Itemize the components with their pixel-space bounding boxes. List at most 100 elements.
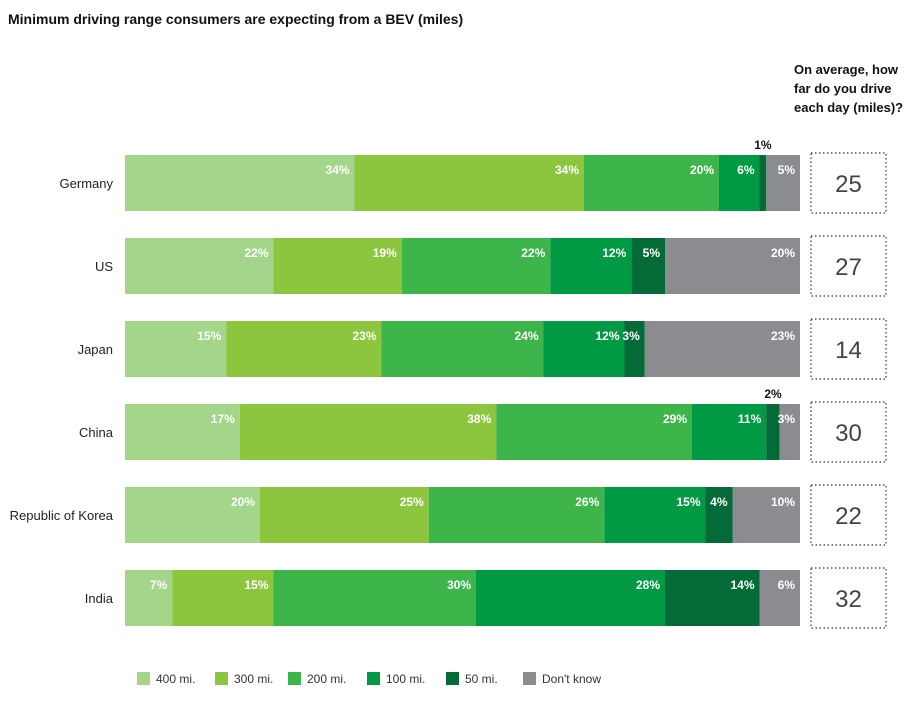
data-label-india-300-mi: 15% <box>244 578 268 592</box>
average-boxes-group: 25 27 14 30 22 32 <box>810 152 887 629</box>
data-label-japan-50-mi: 3% <box>622 329 640 343</box>
bar-germany-300-mi <box>354 155 584 211</box>
average-value-japan: 14 <box>835 337 862 364</box>
bar-republic-of-korea-400-mi <box>125 487 260 543</box>
bar-germany-100-mi <box>719 155 760 211</box>
average-box-india <box>810 567 887 629</box>
average-box-us <box>810 235 887 297</box>
legend-label-50-mi: 50 mi. <box>465 672 498 686</box>
average-box-china <box>810 401 887 463</box>
bar-us-don-t-know <box>665 238 800 294</box>
average-value-republic-of-korea: 22 <box>835 503 862 530</box>
bar-us-400-mi <box>125 238 274 294</box>
bar-india-100-mi <box>476 570 665 626</box>
side-question-line-3: each day (miles)? <box>794 100 903 115</box>
bar-japan-don-t-know <box>644 321 800 377</box>
data-label-us-300-mi: 19% <box>373 246 397 260</box>
data-label-us-400-mi: 22% <box>244 246 268 260</box>
data-label-japan-300-mi: 23% <box>352 329 376 343</box>
data-label-us-don-t-know: 20% <box>771 246 795 260</box>
legend-label-300-mi: 300 mi. <box>234 672 273 686</box>
bar-china-50-mi <box>766 404 780 460</box>
data-label-japan-200-mi: 24% <box>514 329 538 343</box>
data-label-china-300-mi: 38% <box>467 412 491 426</box>
average-value-china: 30 <box>835 420 862 447</box>
data-label-germany-100-mi: 6% <box>737 163 755 177</box>
data-label-china-400-mi: 17% <box>211 412 235 426</box>
data-label-india-400-mi: 7% <box>150 578 168 592</box>
data-label-germany-50-mi: 1% <box>754 138 772 152</box>
chart-title: Minimum driving range consumers are expe… <box>8 11 463 27</box>
data-label-germany-400-mi: 34% <box>325 163 349 177</box>
data-label-us-100-mi: 12% <box>602 246 626 260</box>
category-label-india: India <box>85 591 114 606</box>
average-value-us: 27 <box>835 254 862 281</box>
bar-india-50-mi <box>665 570 760 626</box>
bar-india-400-mi <box>125 570 173 626</box>
bar-china-300-mi <box>239 404 497 460</box>
bar-germany-50-mi <box>759 155 767 211</box>
bar-germany-200-mi <box>584 155 719 211</box>
bar-japan-300-mi <box>226 321 382 377</box>
bar-us-100-mi <box>550 238 632 294</box>
bar-china-don-t-know <box>779 404 800 460</box>
category-label-germany: Germany <box>60 176 114 191</box>
data-label-us-50-mi: 5% <box>643 246 661 260</box>
legend-swatch-400-mi <box>137 672 150 685</box>
data-label-republic-of-korea-200-mi: 26% <box>575 495 599 509</box>
data-label-china-200-mi: 29% <box>663 412 687 426</box>
side-question: On average, how far do you drive each da… <box>794 62 903 115</box>
bar-republic-of-korea-don-t-know <box>732 487 800 543</box>
average-box-germany <box>810 152 887 214</box>
data-label-india-50-mi: 14% <box>730 578 754 592</box>
bar-india-300-mi <box>172 570 274 626</box>
bars-group: Germany 34% 34% 20% 6% 1% 5% US 22% 19% 22% 12% 5% 20… <box>10 138 800 626</box>
data-label-republic-of-korea-400-mi: 20% <box>231 495 255 509</box>
data-label-republic-of-korea-50-mi: 4% <box>710 495 728 509</box>
data-label-republic-of-korea-100-mi: 15% <box>676 495 700 509</box>
legend-swatch-300-mi <box>215 672 228 685</box>
bar-japan-100-mi <box>543 321 625 377</box>
bar-india-don-t-know <box>759 570 800 626</box>
bar-republic-of-korea-100-mi <box>604 487 706 543</box>
average-value-germany: 25 <box>835 171 862 198</box>
legend-label-200-mi: 200 mi. <box>307 672 346 686</box>
side-question-line-2: far do you drive <box>794 81 892 96</box>
bar-china-400-mi <box>125 404 240 460</box>
bar-india-200-mi <box>273 570 476 626</box>
bar-germany-don-t-know <box>766 155 800 211</box>
category-label-republic-of-korea: Republic of Korea <box>10 508 114 523</box>
data-label-republic-of-korea-don-t-know: 10% <box>771 495 795 509</box>
data-label-india-don-t-know: 6% <box>778 578 796 592</box>
category-label-us: US <box>95 259 113 274</box>
data-label-germany-don-t-know: 5% <box>778 163 796 177</box>
legend-swatch-100-mi <box>367 672 380 685</box>
average-value-india: 32 <box>835 586 862 613</box>
legend-label-400-mi: 400 mi. <box>156 672 195 686</box>
data-label-china-100-mi: 11% <box>738 412 762 426</box>
side-question-line-1: On average, how <box>794 62 899 77</box>
average-box-republic-of-korea <box>810 484 887 546</box>
category-label-china: China <box>79 425 114 440</box>
bar-japan-50-mi <box>624 321 645 377</box>
bar-us-300-mi <box>273 238 402 294</box>
bar-japan-200-mi <box>381 321 544 377</box>
legend: 400 mi. 300 mi. 200 mi. 100 mi. 50 mi. Don't … <box>137 672 601 686</box>
legend-swatch-50-mi <box>446 672 459 685</box>
data-label-us-200-mi: 22% <box>521 246 545 260</box>
data-label-germany-200-mi: 20% <box>690 163 714 177</box>
bar-china-200-mi <box>496 404 692 460</box>
average-box-japan <box>810 318 887 380</box>
legend-label-don-t-know: Don't know <box>542 672 601 686</box>
bar-china-100-mi <box>692 404 767 460</box>
data-label-japan-400-mi: 15% <box>197 329 221 343</box>
bar-germany-400-mi <box>125 155 355 211</box>
data-label-china-50-mi: 2% <box>764 387 782 401</box>
data-label-india-100-mi: 28% <box>636 578 660 592</box>
data-label-japan-don-t-know: 23% <box>771 329 795 343</box>
legend-swatch-200-mi <box>288 672 301 685</box>
legend-swatch-don-t-know <box>523 672 536 685</box>
bar-japan-400-mi <box>125 321 227 377</box>
bar-republic-of-korea-200-mi <box>428 487 605 543</box>
